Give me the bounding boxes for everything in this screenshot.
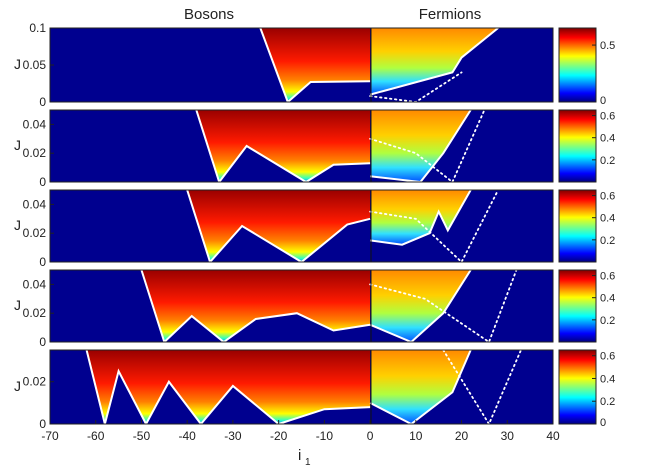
- panels: 00.050.1J00.500.020.04J0.20.40.600.020.0…: [14, 21, 615, 431]
- y-tick-label: 0: [39, 95, 46, 109]
- fermion-phase-boundary: [369, 28, 499, 96]
- x-axis-label-subscript: 1: [305, 457, 311, 468]
- y-tick-label: 0.02: [23, 375, 47, 389]
- x-tick-label: -20: [270, 429, 288, 443]
- fermion-dotted-boundary: [369, 71, 463, 102]
- boson-phase-boundary: [259, 28, 371, 102]
- x-tick-label: 40: [546, 429, 560, 443]
- boson-phase-boundary: [186, 190, 371, 262]
- x-tick-label: 20: [455, 429, 469, 443]
- fermions-title: Fermions: [419, 6, 482, 23]
- boson-superfluid-region: [141, 270, 371, 342]
- x-tick-label: -50: [133, 429, 151, 443]
- fermion-superfluid-region: [371, 350, 471, 424]
- x-tick-label: -70: [41, 429, 59, 443]
- y-axis-label: J: [14, 217, 21, 233]
- colorbar-tick-label: 0.2: [600, 155, 615, 167]
- fermion-phase-boundary: [369, 190, 472, 246]
- colorbar-tick-label: 0.6: [600, 271, 615, 283]
- y-tick-label: 0.04: [23, 277, 47, 291]
- y-tick-label: 0.02: [23, 226, 47, 240]
- fermion-dotted-boundary: [369, 110, 486, 182]
- y-tick-label: 0.02: [23, 306, 47, 320]
- y-tick-label: 0.05: [23, 58, 47, 72]
- plot-frame: [49, 109, 554, 183]
- bosons-title: Bosons: [184, 6, 234, 23]
- x-tick-label: -30: [224, 429, 242, 443]
- y-tick-label: 0.04: [23, 197, 47, 211]
- colorbar-tick-label: 0.4: [600, 213, 615, 225]
- colorbar-tick-label: 0.5: [600, 40, 615, 52]
- fermion-superfluid-region: [371, 270, 471, 342]
- panel-5: 0 0.02J 0 0.2 0.4 0.6: [14, 349, 615, 431]
- colorbar-tick-label: 0.6: [600, 351, 615, 363]
- colorbar-tick-label: 0.6: [600, 191, 615, 203]
- fermion-phase-boundary: [369, 270, 472, 342]
- x-tick-label: -60: [87, 429, 105, 443]
- boson-superfluid-region: [196, 110, 371, 182]
- fermion-dotted-boundary: [442, 350, 522, 424]
- boson-phase-boundary: [140, 270, 371, 342]
- panel-1: 0 0.05 0.1 J 0 0.5: [14, 21, 615, 109]
- y-tick-label: 0: [39, 417, 46, 431]
- fermion-superfluid-region: [371, 190, 471, 245]
- y-tick-label: 0: [39, 255, 46, 269]
- fermion-superfluid-region: [371, 110, 471, 182]
- x-tick-label: 10: [409, 429, 423, 443]
- boson-superfluid-region: [260, 28, 371, 102]
- colorbar: [558, 349, 597, 425]
- y-axis-label: J: [14, 378, 21, 394]
- fermion-superfluid-region: [371, 28, 499, 95]
- plot-frame: [49, 189, 554, 263]
- y-tick-label: 0.02: [23, 146, 47, 160]
- column-titles: Bosons Fermions: [184, 6, 481, 23]
- colorbar-tick-label: 0: [600, 95, 606, 107]
- x-axis: -70 -60 -50 -40 -30 -20 -10 0 10 20 30 40: [41, 420, 560, 443]
- colorbar-tick-label: 0.2: [600, 315, 615, 327]
- colorbar-tick-label: 0.4: [600, 133, 615, 145]
- y-axis-label: J: [14, 56, 21, 72]
- boson-superfluid-region: [187, 190, 371, 262]
- y-axis-label: J: [14, 297, 21, 313]
- boson-phase-boundary: [85, 350, 371, 424]
- x-tick-label: 0: [367, 429, 374, 443]
- fermion-phase-boundary: [369, 350, 472, 424]
- colorbar: [558, 189, 597, 263]
- colorbar: [558, 269, 597, 343]
- colorbar-tick-label: 0.4: [600, 373, 615, 385]
- boson-superfluid-region: [86, 350, 371, 424]
- fermion-phase-boundary: [369, 110, 472, 182]
- y-axis-label: J: [14, 137, 21, 153]
- x-tick-label: 30: [501, 429, 515, 443]
- colorbar-tick-label: 0.2: [600, 396, 615, 408]
- y-tick-label: 0.1: [29, 21, 46, 35]
- colorbar-tick-label: 0.4: [600, 293, 615, 305]
- plot-frame: [49, 349, 554, 425]
- colorbar-tick-label: 0: [600, 417, 606, 429]
- panel-3: 0 0.02 0.04J 0.2 0.4 0.6: [14, 189, 615, 269]
- colorbar-tick-label: 0.6: [600, 111, 615, 123]
- y-tick-label: 0: [39, 175, 46, 189]
- boson-phase-boundary: [195, 110, 371, 182]
- panel-4: 0 0.02 0.04J 0.2 0.4 0.6: [14, 269, 615, 349]
- fermion-dotted-boundary: [369, 270, 518, 342]
- y-tick-label: 0: [39, 335, 46, 349]
- plot-frame: [49, 269, 554, 343]
- x-tick-label: -10: [316, 429, 334, 443]
- colorbar: [558, 27, 597, 103]
- colorbar: [558, 109, 597, 183]
- x-axis-label: i: [298, 447, 301, 464]
- x-tick-label: -40: [179, 429, 197, 443]
- colorbar-tick-label: 0.2: [600, 235, 615, 247]
- y-tick-label: 0.04: [23, 117, 47, 131]
- panel-2: 0 0.02 0.04J 0.2 0.4 0.6: [14, 109, 615, 189]
- fermion-dotted-boundary: [369, 190, 500, 262]
